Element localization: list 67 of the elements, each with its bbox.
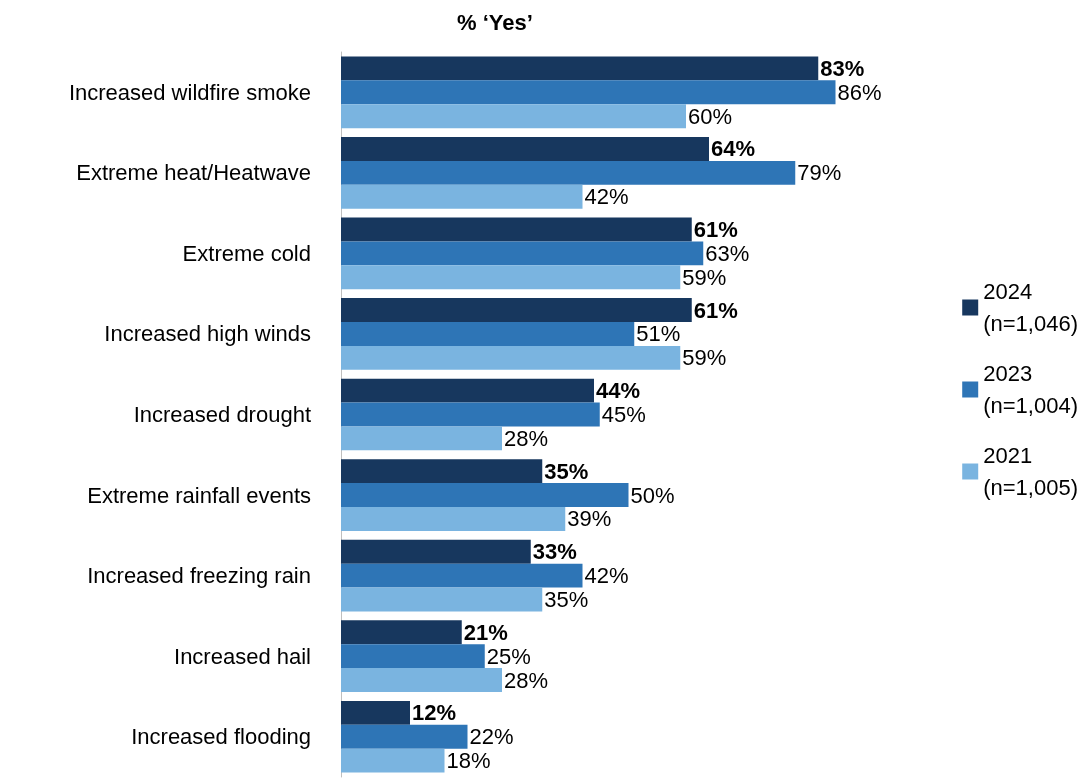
data-label: 51% (636, 321, 681, 347)
bar (341, 104, 686, 129)
bar (341, 322, 635, 346)
y-tick-label: Increased freezing rain (87, 563, 311, 589)
data-label: 42% (584, 184, 629, 210)
bar (341, 136, 709, 161)
data-label: 12% (412, 700, 457, 726)
y-tick-label: Extreme cold (182, 240, 311, 266)
bar (341, 56, 819, 81)
data-label: 64% (711, 136, 756, 162)
bar (341, 459, 543, 484)
bar (341, 748, 445, 773)
bar (341, 265, 681, 290)
data-label: 59% (682, 264, 727, 290)
bar (341, 217, 692, 242)
bar (341, 345, 681, 370)
legend-label: 2021 (n=1,005) (983, 443, 1079, 500)
bar (341, 700, 410, 725)
bar (341, 402, 600, 427)
data-label: 59% (682, 345, 727, 371)
data-label: 50% (630, 482, 675, 508)
data-label: 22% (469, 724, 514, 750)
data-label: 39% (567, 506, 612, 532)
bar (341, 483, 629, 507)
bar (341, 668, 502, 693)
data-label: 79% (797, 160, 842, 186)
bar (341, 378, 594, 403)
bar (341, 298, 692, 322)
data-label: 35% (544, 587, 589, 613)
bar (341, 539, 531, 564)
legend-label: 2024 (n=1,046) (983, 279, 1079, 336)
data-label: 28% (504, 667, 549, 693)
y-tick-label: Increased drought (133, 402, 311, 427)
bar (341, 507, 566, 531)
data-label: 61% (693, 216, 738, 242)
bar (341, 426, 502, 451)
y-tick-label: Increased hail (174, 643, 311, 669)
data-label: 63% (705, 240, 750, 266)
data-label: 60% (688, 103, 733, 129)
data-label: 44% (596, 378, 641, 404)
y-tick-label: Increased high winds (104, 321, 311, 347)
data-label: 35% (544, 458, 589, 484)
y-tick-label: Increased wildfire smoke (68, 79, 311, 105)
bar (341, 160, 796, 185)
data-label: 25% (486, 643, 531, 669)
data-label: 83% (820, 55, 865, 81)
y-tick-label: Extreme rainfall events (87, 482, 311, 508)
bar (341, 563, 583, 588)
bar (341, 644, 485, 669)
bar (341, 724, 468, 749)
bar (341, 184, 583, 209)
data-label: 18% (446, 748, 491, 774)
y-tick-label: Extreme heat/Heatwave (76, 160, 311, 186)
bar (341, 587, 543, 612)
data-label: 33% (532, 539, 577, 565)
y-tick-label: Increased flooding (131, 724, 311, 750)
data-label: 61% (693, 297, 738, 323)
data-label: 86% (837, 79, 882, 105)
bar (341, 620, 462, 645)
data-label: 21% (463, 619, 508, 645)
data-label: 28% (504, 425, 549, 451)
bar (341, 241, 704, 266)
bar (341, 80, 836, 105)
data-label: 45% (601, 402, 646, 427)
legend-label: 2023 (n=1,004) (983, 361, 1079, 418)
chart-title: % ‘Yes’ (457, 9, 533, 35)
data-label: 42% (584, 563, 629, 589)
